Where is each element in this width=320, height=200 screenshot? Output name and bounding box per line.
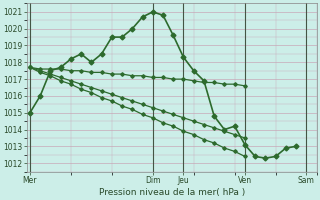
X-axis label: Pression niveau de la mer( hPa ): Pression niveau de la mer( hPa ): [99, 188, 245, 197]
